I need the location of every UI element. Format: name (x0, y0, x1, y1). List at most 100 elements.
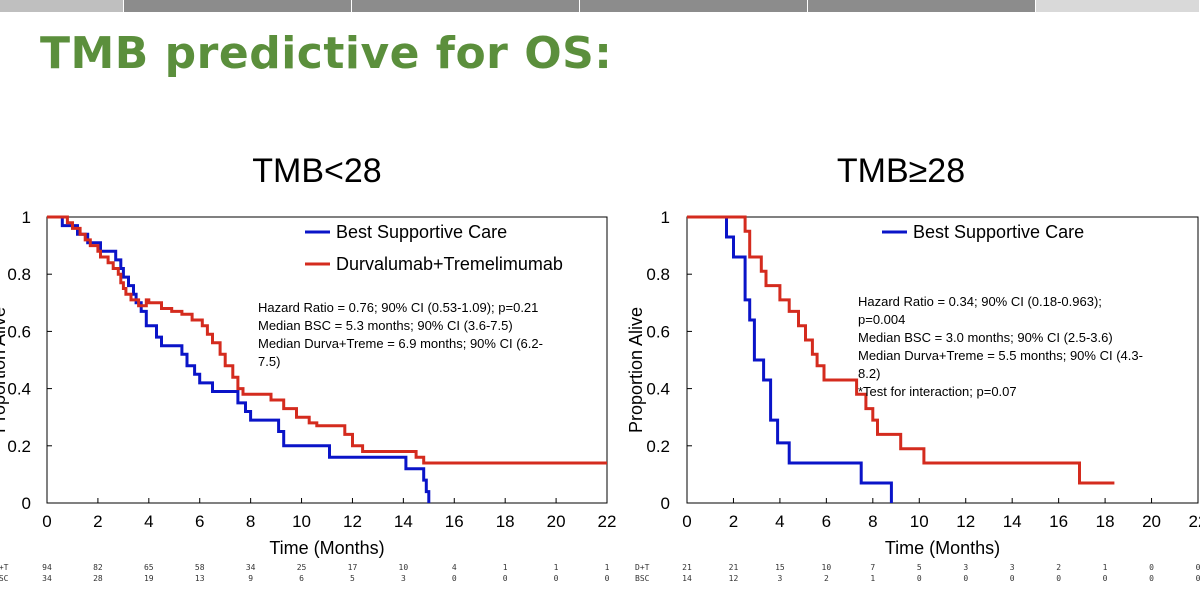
x-axis-label: Time (Months) (269, 538, 384, 558)
x-axis-label: Time (Months) (885, 538, 1000, 558)
km-line-durva-treme (47, 215, 607, 465)
x-tick-label: 8 (246, 512, 255, 531)
stats-annotation: Hazard Ratio = 0.76; 90% CI (0.53-1.09);… (258, 300, 538, 315)
x-tick-label: 14 (394, 512, 413, 531)
risk-count: 1 (554, 563, 559, 572)
y-tick-label: 0 (22, 494, 31, 513)
risk-count: 28 (93, 574, 103, 583)
legend-label: Durvalumab+Tremelimumab (336, 254, 563, 274)
plot-frame (686, 216, 1199, 504)
y-tick-label: 0.8 (646, 265, 670, 284)
risk-count: 15 (775, 563, 785, 572)
legend-label: Best Supportive Care (336, 222, 507, 242)
y-tick-label: 1 (22, 208, 31, 227)
risk-row-label: D+T (0, 563, 9, 572)
risk-row-label: BSC (635, 574, 650, 583)
risk-count: 7 (870, 563, 875, 572)
top-bar-segment (352, 0, 580, 12)
risk-count: 0 (1196, 563, 1200, 572)
x-tick-label: 0 (42, 512, 51, 531)
risk-count: 0 (1196, 574, 1200, 583)
km-line-durva-treme (687, 215, 1115, 485)
y-tick-label: 0.6 (646, 322, 670, 341)
legend-label: Best Supportive Care (913, 222, 1084, 242)
risk-count: 0 (554, 574, 559, 583)
x-tick-label: 12 (343, 512, 362, 531)
risk-count: 6 (299, 574, 304, 583)
risk-count: 0 (1149, 563, 1154, 572)
risk-count: 17 (348, 563, 358, 572)
x-tick-label: 10 (910, 512, 929, 531)
risk-count: 0 (1149, 574, 1154, 583)
x-tick-label: 6 (822, 512, 831, 531)
top-bar-segment (808, 0, 1036, 12)
risk-count: 3 (777, 574, 782, 583)
risk-count: 0 (1010, 574, 1015, 583)
x-tick-label: 4 (144, 512, 153, 531)
risk-count: 19 (144, 574, 154, 583)
risk-count: 82 (93, 563, 103, 572)
risk-count: 0 (1103, 574, 1108, 583)
y-tick-label: 0.4 (646, 380, 670, 399)
stats-annotation: Median Durva+Treme = 5.5 months; 90% CI … (858, 348, 1143, 363)
risk-count: 10 (822, 563, 832, 572)
x-tick-label: 4 (775, 512, 784, 531)
risk-count: 2 (824, 574, 829, 583)
risk-count: 0 (917, 574, 922, 583)
risk-count: 1 (1103, 563, 1108, 572)
y-axis-label: Proportion Alive (626, 307, 646, 433)
stats-annotation: Median BSC = 3.0 months; 90% CI (2.5-3.6… (858, 330, 1113, 345)
risk-count: 12 (729, 574, 739, 583)
risk-count: 3 (1010, 563, 1015, 572)
x-tick-label: 18 (1096, 512, 1115, 531)
x-tick-label: 0 (682, 512, 691, 531)
risk-count: 0 (452, 574, 457, 583)
risk-count: 0 (605, 574, 610, 583)
risk-count: 3 (401, 574, 406, 583)
stats-annotation: Median BSC = 5.3 months; 90% CI (3.6-7.5… (258, 318, 513, 333)
risk-count: 2 (1056, 563, 1061, 572)
chart-panel-tmb-high: TMB≥28 024681012141618202200.20.40.60.81… (620, 140, 1200, 605)
risk-count: 1 (605, 563, 610, 572)
plot-frame (46, 216, 608, 504)
risk-count: 25 (297, 563, 307, 572)
stats-annotation: *Test for interaction; p=0.07 (858, 384, 1017, 399)
risk-row-label: D+T (635, 563, 650, 572)
risk-row-label: BSC (0, 574, 9, 583)
y-tick-label: 0.6 (7, 322, 31, 341)
risk-count: 0 (503, 574, 508, 583)
risk-count: 0 (1056, 574, 1061, 583)
risk-count: 5 (917, 563, 922, 572)
risk-count: 1 (503, 563, 508, 572)
x-tick-label: 10 (292, 512, 311, 531)
risk-count: 4 (452, 563, 457, 572)
risk-count: 34 (246, 563, 256, 572)
stats-annotation: 8.2) (858, 366, 880, 381)
km-line-bsc (687, 215, 893, 503)
x-tick-label: 2 (729, 512, 738, 531)
y-tick-label: 1 (661, 208, 670, 227)
risk-count: 94 (42, 563, 52, 572)
y-tick-label: 0.8 (7, 265, 31, 284)
x-tick-label: 18 (496, 512, 515, 531)
x-tick-label: 22 (1189, 512, 1200, 531)
y-tick-label: 0.4 (7, 380, 31, 399)
x-tick-label: 6 (195, 512, 204, 531)
chart-panel-tmb-low: TMB<28 0 2 4 6 8 10 12 14 16 18 20 22 0 0.2 0.4 0.6 0.8 1… (0, 140, 620, 605)
x-tick-label: 8 (868, 512, 877, 531)
risk-count: 10 (399, 563, 409, 572)
stats-annotation: Median Durva+Treme = 6.9 months; 90% CI … (258, 336, 543, 351)
y-tick-label: 0 (661, 494, 670, 513)
risk-count: 9 (248, 574, 253, 583)
risk-count: 13 (195, 574, 205, 583)
stats-annotation: 7.5) (258, 354, 280, 369)
risk-count: 34 (42, 574, 52, 583)
risk-count: 65 (144, 563, 154, 572)
risk-count: 1 (870, 574, 875, 583)
x-tick-label: 2 (93, 512, 102, 531)
x-tick-label: 14 (1003, 512, 1022, 531)
top-bar-segment (1036, 0, 1200, 12)
x-tick-label: 16 (1049, 512, 1068, 531)
